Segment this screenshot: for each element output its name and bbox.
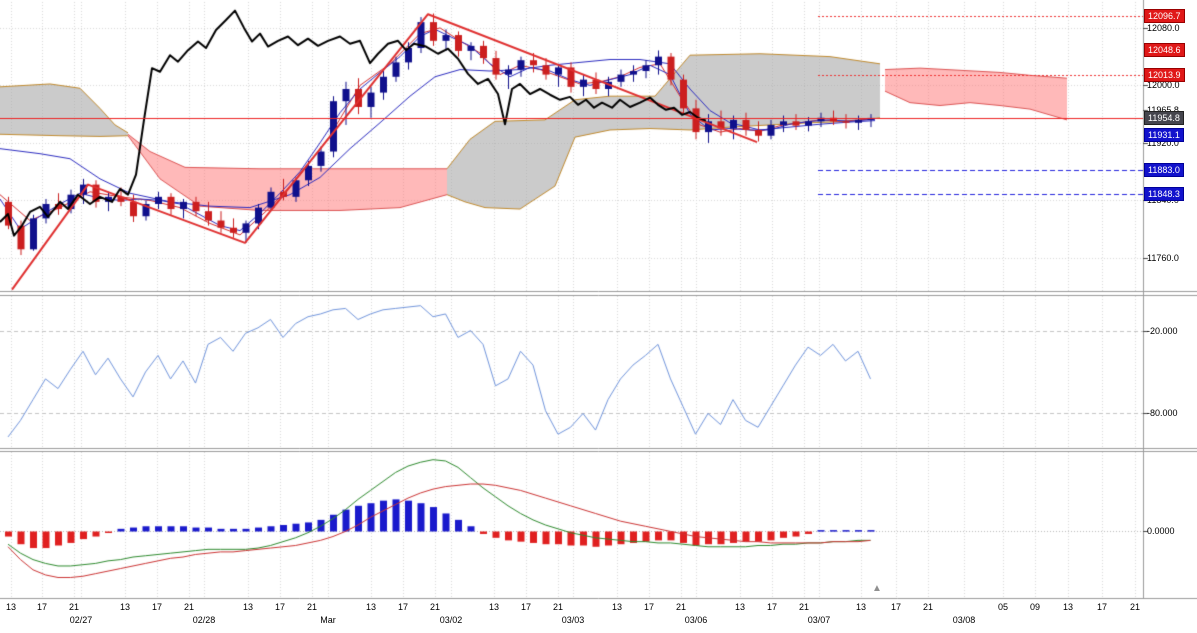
chart-shift-marker-icon[interactable]: ▲ [872,583,882,594]
